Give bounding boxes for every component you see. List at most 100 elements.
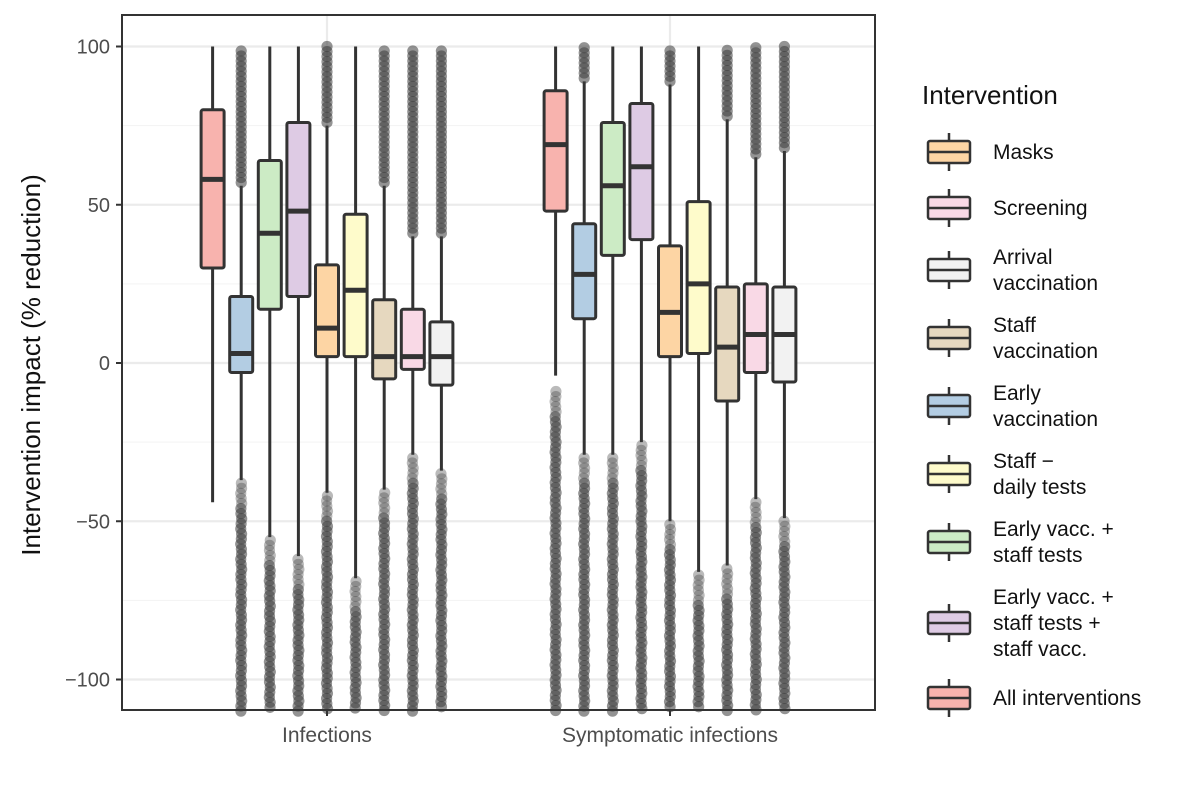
outlier-point	[350, 580, 362, 593]
y-tick-label: −50	[76, 511, 110, 533]
box-1-5	[685, 46, 712, 713]
outlier-point	[235, 477, 247, 489]
y-tick-label: 50	[88, 195, 110, 217]
outlier-point	[578, 467, 590, 479]
outlier-point	[349, 585, 361, 598]
legend-label: vaccination	[993, 272, 1098, 295]
outlier-point	[407, 452, 419, 464]
legend-label: Early vacc. +	[993, 586, 1114, 609]
legend-label: Screening	[993, 197, 1088, 220]
outlier-point	[435, 483, 447, 495]
outlier-point	[692, 579, 704, 591]
legend-item: Arrival vaccination	[926, 246, 1098, 295]
box-0-7	[399, 45, 426, 717]
box-iqr	[228, 295, 255, 374]
legend-item: Screening	[926, 189, 1088, 227]
box-iqr	[399, 307, 426, 371]
outlier-point	[435, 478, 448, 490]
legend-label: staff vacc.	[993, 638, 1087, 661]
legend-label: daily tests	[993, 476, 1086, 499]
box-iqr	[342, 212, 369, 359]
outlier-point	[664, 534, 676, 546]
box-iqr	[628, 101, 655, 242]
box-0-3	[285, 46, 312, 717]
outlier-point	[292, 568, 304, 581]
legend-label: Staff	[993, 314, 1036, 337]
legend-item: Masks	[926, 133, 1054, 171]
outlier-point	[750, 42, 762, 54]
outlier-point	[721, 578, 733, 590]
legend-label: Early vacc. +	[993, 518, 1114, 541]
outlier-point	[350, 575, 362, 587]
outlier-point	[550, 401, 562, 413]
legend-label: Masks	[993, 141, 1054, 164]
outlier-point	[435, 45, 447, 57]
outlier-point	[350, 590, 362, 603]
outlier-point	[721, 563, 733, 575]
legend-item: Staff − daily tests	[926, 450, 1086, 499]
y-tick-label: 0	[99, 353, 110, 375]
outlier-point	[264, 701, 276, 713]
outlier-point	[435, 468, 447, 480]
box-0-4	[314, 40, 340, 715]
legend-label: Staff −	[993, 450, 1054, 473]
outlier-point	[321, 490, 334, 502]
y-tick-label: 100	[77, 37, 110, 59]
outlier-point	[350, 596, 362, 608]
outlier-point	[779, 520, 791, 532]
outlier-point	[321, 40, 333, 53]
box-iqr	[685, 200, 712, 356]
outlier-point	[378, 492, 390, 504]
box-iqr	[371, 298, 398, 381]
box-iqr	[571, 222, 598, 321]
legend-item: Early vaccination	[926, 382, 1098, 431]
chart-marks	[199, 40, 798, 717]
outlier-point	[349, 702, 361, 714]
outlier-point	[292, 705, 304, 717]
outlier-point	[379, 502, 391, 514]
outlier-point	[235, 492, 247, 505]
outlier-point	[749, 501, 761, 513]
outlier-point	[635, 444, 647, 456]
box-1-8	[771, 40, 798, 715]
legend-label: staff tests	[993, 544, 1083, 567]
outlier-point	[664, 523, 677, 536]
outlier-point	[722, 568, 734, 580]
outlier-point	[778, 530, 790, 543]
outlier-point	[693, 589, 705, 601]
box-0-1	[228, 45, 255, 717]
outlier-point	[263, 544, 276, 556]
outlier-point	[664, 45, 676, 57]
box-iqr	[428, 320, 455, 387]
box-iqr	[199, 108, 226, 270]
outlier-point	[636, 439, 648, 451]
outlier-point	[578, 705, 590, 717]
outlier-point	[235, 45, 247, 57]
outlier-point	[578, 457, 590, 469]
outlier-point	[264, 534, 276, 546]
x-tick-label: Symptomatic infections	[562, 724, 778, 747]
box-iqr	[314, 263, 340, 359]
box-iqr	[657, 244, 683, 359]
outlier-point	[264, 549, 276, 562]
box-1-3	[628, 46, 655, 715]
box-1-0	[542, 46, 569, 717]
outlier-point	[407, 45, 419, 57]
outlier-point	[293, 563, 305, 575]
box-1-7	[742, 42, 769, 716]
legend-label: Early	[993, 382, 1041, 405]
outlier-point	[550, 385, 562, 398]
outlier-point	[750, 511, 762, 524]
outlier-point	[607, 462, 619, 474]
outlier-point	[578, 462, 591, 474]
outlier-point	[235, 487, 247, 499]
x-tick-label: Infections	[282, 724, 372, 747]
outlier-point	[378, 497, 390, 509]
outlier-point	[321, 703, 334, 715]
legend-item: Early vacc. + staff tests + staff vacc.	[926, 586, 1114, 661]
outlier-point	[378, 45, 390, 57]
legend-item: Staff vaccination	[926, 314, 1098, 363]
outlier-point	[321, 505, 334, 517]
outlier-point	[692, 584, 705, 596]
